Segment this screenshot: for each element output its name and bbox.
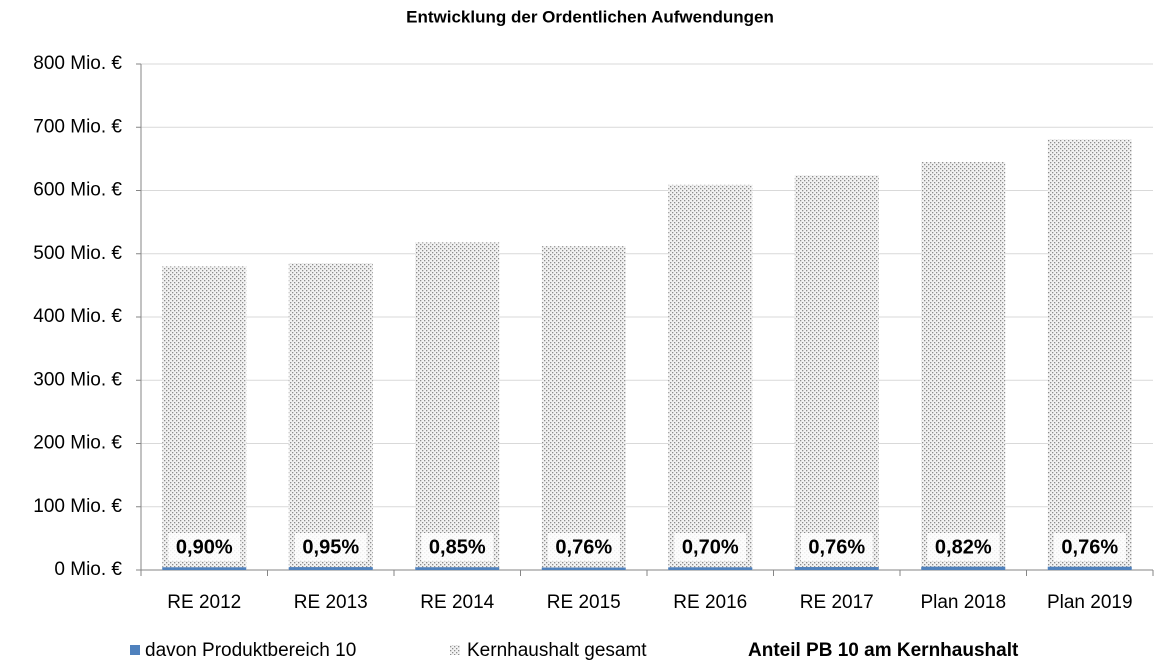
bar — [921, 162, 1006, 570]
label-box — [547, 533, 620, 561]
data-label: 0,82% — [935, 536, 992, 558]
y-tick-label: 800 Mio. € — [33, 53, 122, 74]
legend-label: davon Produktbereich 10 — [145, 640, 356, 661]
y-tick-label: 0 Mio. € — [54, 559, 122, 580]
label-box — [674, 533, 747, 561]
legend-label: Kernhaushalt gesamt — [467, 640, 647, 661]
x-tick-label: RE 2012 — [167, 592, 241, 613]
y-tick-label: 300 Mio. € — [33, 369, 122, 390]
bar — [668, 567, 753, 570]
legend-swatch — [450, 645, 460, 655]
bar — [668, 184, 753, 570]
data-label: 0,76% — [555, 536, 612, 558]
x-tick-label: RE 2015 — [547, 592, 621, 613]
y-tick-label: 200 Mio. € — [33, 433, 122, 454]
x-tick-label: RE 2016 — [673, 592, 747, 613]
data-label: 0,70% — [682, 536, 739, 558]
data-label: 0,90% — [176, 536, 233, 558]
bar — [415, 242, 500, 571]
label-box — [927, 533, 1000, 561]
legend-label: Anteil PB 10 am Kernhaushalt — [748, 640, 1019, 661]
bar — [415, 567, 500, 570]
label-box — [800, 533, 873, 561]
bar — [921, 566, 1006, 570]
bar — [288, 263, 373, 570]
y-tick-label: 600 Mio. € — [33, 180, 122, 201]
label-box — [294, 533, 367, 561]
x-tick-label: RE 2014 — [420, 592, 494, 613]
bar — [1047, 139, 1132, 570]
y-tick-label: 500 Mio. € — [33, 243, 122, 264]
y-tick-label: 400 Mio. € — [33, 306, 122, 327]
x-tick-label: RE 2013 — [294, 592, 368, 613]
legend-swatch — [130, 645, 140, 655]
bar — [541, 567, 626, 570]
data-label: 0,85% — [429, 536, 486, 558]
y-tick-label: 700 Mio. € — [33, 116, 122, 137]
y-tick-label: 100 Mio. € — [33, 496, 122, 517]
bar — [541, 246, 626, 570]
label-box — [421, 533, 494, 561]
data-label: 0,76% — [1061, 536, 1118, 558]
x-tick-label: RE 2017 — [800, 592, 874, 613]
bar — [794, 567, 879, 570]
bar — [794, 175, 879, 570]
bar — [1047, 566, 1132, 570]
bar — [162, 567, 247, 570]
label-box — [1053, 533, 1126, 561]
x-tick-label: Plan 2019 — [1047, 592, 1133, 613]
chart-title: Entwicklung der Ordentlichen Aufwendunge… — [406, 7, 774, 26]
data-label: 0,76% — [808, 536, 865, 558]
data-label: 0,95% — [302, 536, 359, 558]
label-box — [168, 533, 241, 561]
bar — [162, 266, 247, 570]
x-tick-label: Plan 2018 — [920, 592, 1006, 613]
bar — [288, 567, 373, 570]
